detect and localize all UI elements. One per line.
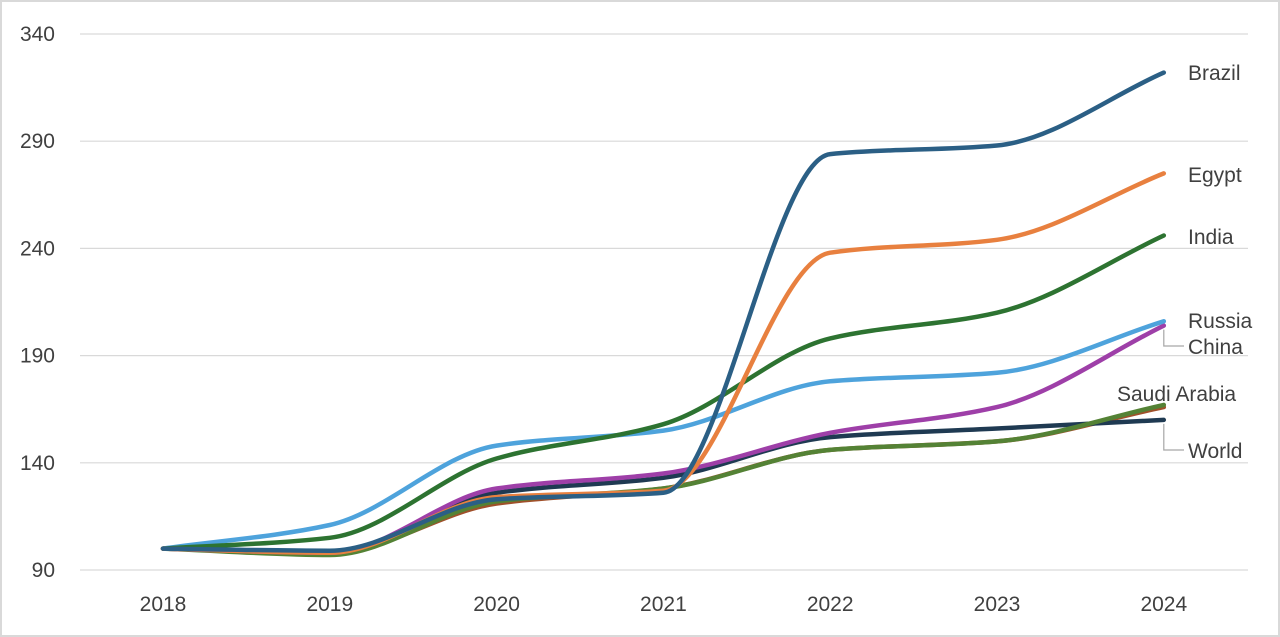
gridlines xyxy=(80,33,1248,571)
y-tick-label: 140 xyxy=(20,452,55,475)
series-label-saudi-arabia: Saudi Arabia xyxy=(1117,383,1236,406)
y-axis-ticks: 90 140 190 240 290 340 xyxy=(20,23,55,582)
y-tick-label: 240 xyxy=(20,237,55,260)
y-tick-label: 290 xyxy=(20,130,55,153)
series-line-brazil xyxy=(160,70,1167,553)
x-tick-label: 2024 xyxy=(1140,593,1187,616)
series-line-russia xyxy=(160,319,1167,551)
series-label-china: China xyxy=(1188,336,1243,359)
series-label-india: India xyxy=(1188,226,1234,249)
x-tick-label: 2018 xyxy=(140,593,187,616)
series-label-brazil: Brazil xyxy=(1188,62,1241,85)
series-label-egypt: Egypt xyxy=(1188,164,1242,187)
x-tick-label: 2019 xyxy=(306,593,353,616)
leader-line-china xyxy=(1163,329,1184,347)
series-line-india xyxy=(160,233,1167,551)
y-tick-label: 190 xyxy=(20,345,55,368)
x-tick-label: 2021 xyxy=(640,593,687,616)
series-line-egypt xyxy=(160,171,1167,556)
leader-line-world xyxy=(1163,423,1184,451)
y-tick-label: 90 xyxy=(32,559,55,582)
x-tick-label: 2020 xyxy=(473,593,520,616)
series-label-world: World xyxy=(1188,440,1242,463)
series-label-russia: Russia xyxy=(1188,310,1253,333)
series-lines xyxy=(160,70,1167,558)
y-tick-label: 340 xyxy=(20,23,55,46)
x-tick-label: 2023 xyxy=(974,593,1021,616)
label-leader-lines xyxy=(1163,329,1184,451)
x-tick-label: 2022 xyxy=(807,593,854,616)
series-labels: World Saudi Arabia China Russia India Egypt Br… xyxy=(1117,62,1253,463)
x-axis-ticks: 2018 2019 2020 2021 2022 2023 2024 xyxy=(140,593,1188,616)
